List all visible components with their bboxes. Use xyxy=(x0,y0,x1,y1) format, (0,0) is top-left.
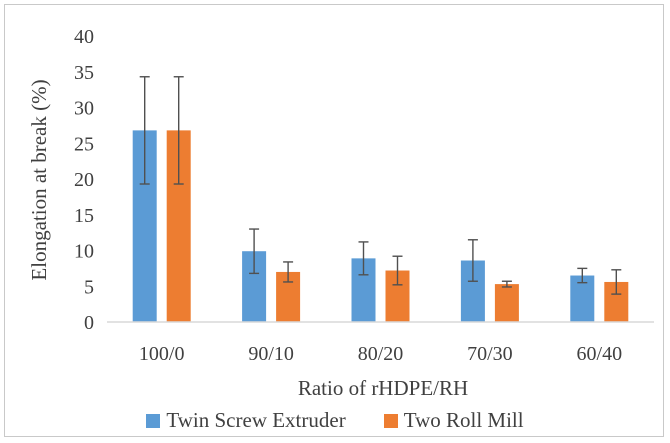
bar-chart: Elongation at break (%) Ratio of rHDPE/R… xyxy=(27,26,654,400)
x-tick-label: 60/40 xyxy=(577,343,623,365)
legend-swatch-twin-screw-extruder xyxy=(146,413,161,428)
error-bar-twin-screw-extruder xyxy=(249,228,260,275)
y-tick-label: 25 xyxy=(74,133,94,155)
error-bar-twin-screw-extruder xyxy=(467,239,478,282)
legend-label-two-roll-mill: Two Roll Mill xyxy=(403,408,524,432)
y-tick-label: 40 xyxy=(74,26,94,48)
chart-frame xyxy=(4,4,664,437)
x-tick-label: 70/30 xyxy=(467,343,513,365)
x-axis: 100/0 90/10 80/20 70/30 60/40 xyxy=(139,343,622,365)
y-tick-label: 30 xyxy=(74,98,94,120)
error-bar-two-roll-mill xyxy=(283,261,294,283)
legend: Twin Screw Extruder Two Roll Mill xyxy=(0,408,670,433)
y-tick-label: 5 xyxy=(84,276,94,298)
error-bar-twin-screw-extruder xyxy=(577,267,588,284)
legend-swatch-two-roll-mill xyxy=(383,413,398,428)
x-tick-label: 80/20 xyxy=(358,343,404,365)
y-tick-label: 15 xyxy=(74,205,94,227)
error-bar-two-roll-mill xyxy=(501,280,512,288)
error-bar-two-roll-mill xyxy=(611,269,622,295)
error-bar-two-roll-mill xyxy=(173,76,184,185)
legend-item-two-roll-mill: Two Roll Mill xyxy=(383,408,524,433)
y-tick-label: 35 xyxy=(74,62,94,84)
y-tick-label: 20 xyxy=(74,169,94,191)
error-bar-twin-screw-extruder xyxy=(139,76,150,185)
y-axis: 0 5 10 15 20 25 30 35 40 xyxy=(74,26,94,334)
x-tick-label: 100/0 xyxy=(139,343,185,365)
error-bar-two-roll-mill xyxy=(392,255,403,286)
bars-group xyxy=(132,76,629,322)
legend-item-twin-screw-extruder: Twin Screw Extruder xyxy=(146,408,346,433)
bar-two-roll-mill xyxy=(494,284,519,322)
y-tick-label: 10 xyxy=(74,241,94,263)
y-tick-label: 0 xyxy=(84,312,94,334)
x-axis-title: Ratio of rHDPE/RH xyxy=(298,376,468,400)
legend-label-twin-screw-extruder: Twin Screw Extruder xyxy=(166,408,346,432)
x-tick-label: 90/10 xyxy=(248,343,294,365)
y-axis-title: Elongation at break (%) xyxy=(27,79,51,280)
error-bar-twin-screw-extruder xyxy=(358,241,369,276)
